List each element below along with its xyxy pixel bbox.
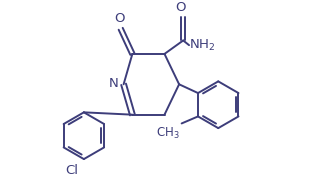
Text: CH$_3$: CH$_3$ [156, 126, 179, 142]
Text: O: O [176, 1, 186, 14]
Text: N: N [109, 77, 119, 90]
Text: NH$_2$: NH$_2$ [189, 38, 215, 53]
Text: Cl: Cl [65, 164, 78, 177]
Text: O: O [114, 12, 125, 25]
